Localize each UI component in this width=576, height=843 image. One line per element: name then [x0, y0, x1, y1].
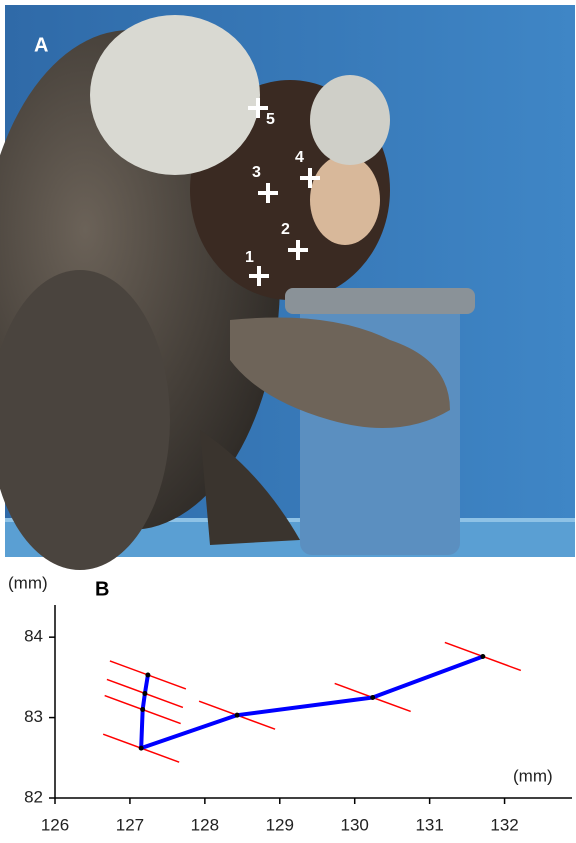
marker-label: 2 [281, 221, 290, 238]
x-tick-label: 127 [116, 815, 144, 834]
point [370, 694, 376, 700]
point [480, 653, 486, 659]
marker-label: 3 [252, 164, 261, 181]
point [138, 745, 144, 751]
point [142, 690, 148, 696]
chart: B (mm) (mm) 82 83 84 126 127 128 129 130 131 132 [8, 573, 572, 834]
x-tick-label: 130 [341, 815, 369, 834]
panel-label: A [34, 34, 48, 56]
y-tick-label: 83 [24, 707, 43, 726]
x-tick-label: 132 [490, 815, 518, 834]
photo: A 1 2 3 4 5 [0, 5, 575, 570]
x-tick-label: 129 [266, 815, 294, 834]
marker-crosses [248, 98, 320, 286]
y-axis-label: (mm) [8, 573, 48, 592]
panel-label: B [95, 578, 109, 600]
y-tick-label: 82 [24, 787, 43, 806]
marker-label: 1 [245, 249, 254, 266]
marker-label: 4 [295, 149, 304, 166]
point [145, 672, 151, 678]
trajectory-line [139, 654, 484, 751]
x-tick-label: 128 [191, 815, 219, 834]
point [234, 712, 240, 718]
x-axis-label: (mm) [513, 766, 553, 785]
marker-label: 5 [266, 111, 275, 128]
y-tick-label: 84 [24, 627, 43, 646]
x-tick-label: 126 [41, 815, 69, 834]
x-tick-label: 131 [415, 815, 443, 834]
point [140, 707, 146, 713]
